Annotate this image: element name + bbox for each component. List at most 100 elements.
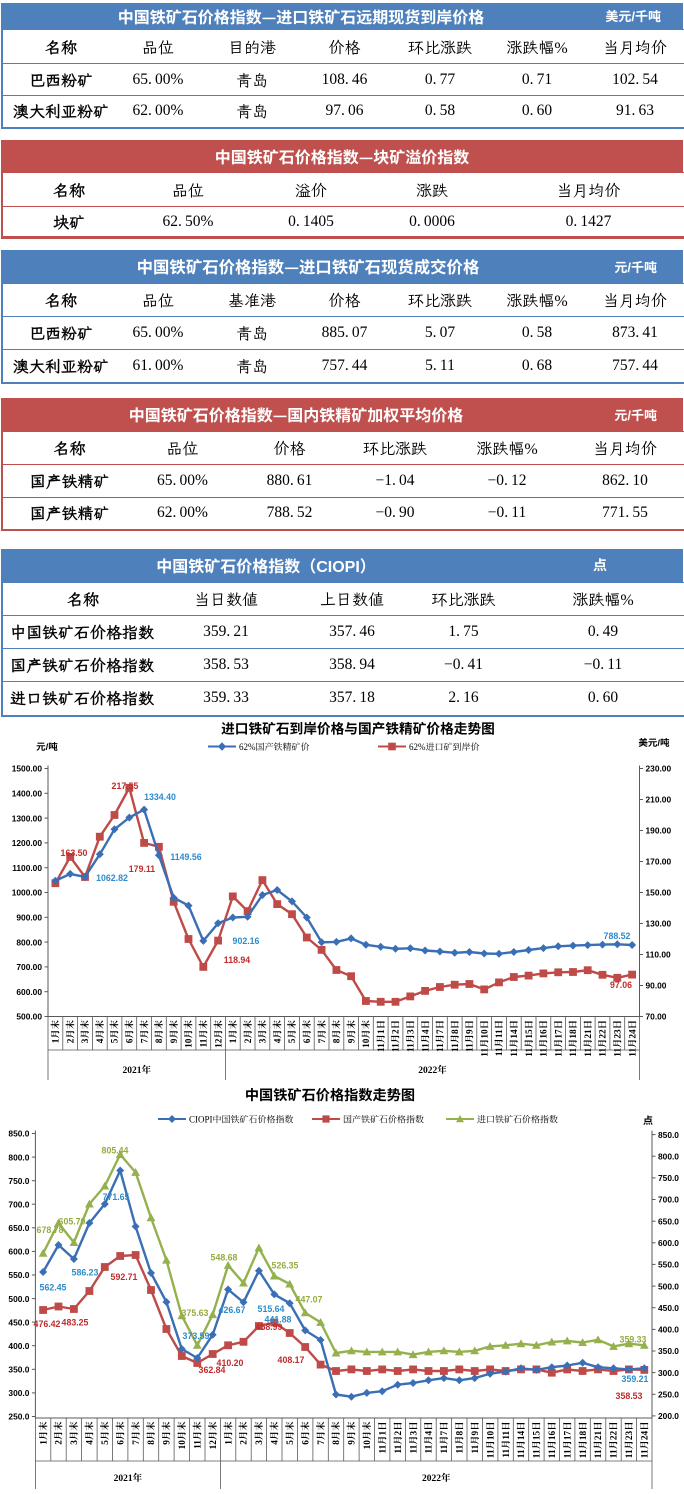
svg-text:9月末: 9月末: [159, 1421, 173, 1445]
svg-text:190.00: 190.00: [646, 826, 672, 836]
svg-text:7月末: 7月末: [128, 1421, 142, 1445]
svg-text:5月末: 5月末: [107, 1019, 121, 1043]
svg-text:250.0: 250.0: [658, 1390, 679, 1400]
svg-text:中国铁矿石价格指数走势图: 中国铁矿石价格指数走势图: [245, 1085, 415, 1105]
svg-text:11月8日: 11月8日: [447, 1020, 461, 1052]
svg-text:9月末: 9月末: [343, 1019, 357, 1043]
svg-text:4月末: 4月末: [269, 1019, 283, 1043]
svg-text:11月2日: 11月2日: [390, 1422, 404, 1454]
svg-text:1月末: 1月末: [35, 1421, 49, 1445]
svg-text:1200.00: 1200.00: [12, 838, 43, 848]
svg-text:902.16: 902.16: [233, 936, 260, 946]
svg-text:11月18日: 11月18日: [565, 1020, 579, 1057]
svg-text:483.25: 483.25: [62, 1318, 89, 1328]
svg-text:1月末: 1月末: [48, 1019, 62, 1043]
svg-text:进口铁矿石到岸价格与国产铁精矿价格走势图: 进口铁矿石到岸价格与国产铁精矿价格走势图: [221, 718, 495, 738]
svg-text:526.35: 526.35: [272, 1261, 299, 1271]
svg-text:850.0: 850.0: [658, 1130, 679, 1140]
svg-text:11月末: 11月末: [190, 1421, 204, 1449]
svg-text:350.0: 350.0: [8, 1365, 29, 1375]
svg-text:900.00: 900.00: [16, 913, 42, 923]
svg-text:450.0: 450.0: [8, 1317, 29, 1327]
svg-text:550.0: 550.0: [8, 1270, 29, 1280]
svg-text:11月11日: 11月11日: [498, 1422, 512, 1458]
svg-text:170.00: 170.00: [646, 857, 672, 867]
svg-text:800.00: 800.00: [16, 937, 42, 947]
svg-text:4月末: 4月末: [267, 1421, 281, 1445]
svg-text:1100.00: 1100.00: [12, 863, 42, 873]
svg-text:426.67: 426.67: [219, 1305, 246, 1315]
svg-text:11月14日: 11月14日: [513, 1422, 527, 1459]
svg-text:3月末: 3月末: [66, 1421, 80, 1445]
svg-text:359.33: 359.33: [620, 1335, 647, 1345]
svg-text:700.0: 700.0: [658, 1195, 679, 1205]
svg-text:2021年: 2021年: [114, 1470, 143, 1484]
svg-text:70.00: 70.00: [646, 1012, 667, 1022]
svg-text:8月末: 8月末: [143, 1421, 157, 1445]
svg-text:562.45: 562.45: [40, 1283, 67, 1293]
svg-text:11月17日: 11月17日: [559, 1422, 573, 1459]
svg-text:4月末: 4月末: [92, 1019, 106, 1043]
svg-text:600.0: 600.0: [8, 1247, 29, 1257]
svg-text:9月末: 9月末: [166, 1019, 180, 1043]
svg-text:10月末: 10月末: [181, 1019, 195, 1048]
svg-text:750.0: 750.0: [658, 1173, 679, 1183]
svg-text:11月16日: 11月16日: [544, 1422, 558, 1459]
svg-text:800.0: 800.0: [8, 1152, 29, 1162]
svg-text:650.0: 650.0: [658, 1216, 679, 1226]
svg-text:850.0: 850.0: [8, 1129, 29, 1139]
svg-text:678.78: 678.78: [37, 1225, 64, 1235]
svg-text:586.23: 586.23: [72, 1268, 99, 1278]
svg-text:点: 点: [643, 1112, 653, 1127]
svg-text:11月22日: 11月22日: [606, 1422, 620, 1459]
svg-text:771.65: 771.65: [103, 1192, 130, 1202]
svg-text:11月2日: 11月2日: [388, 1020, 402, 1052]
svg-text:130.00: 130.00: [646, 919, 672, 929]
svg-text:11月3日: 11月3日: [403, 1020, 417, 1052]
svg-text:11月23日: 11月23日: [610, 1020, 624, 1057]
svg-text:441.88: 441.88: [265, 1315, 292, 1325]
svg-text:8月末: 8月末: [328, 1421, 342, 1445]
svg-text:1400.00: 1400.00: [12, 789, 43, 799]
svg-text:10月末: 10月末: [358, 1019, 372, 1048]
svg-text:11月4日: 11月4日: [421, 1422, 435, 1454]
svg-text:400.0: 400.0: [8, 1341, 29, 1351]
svg-text:410.20: 410.20: [217, 1358, 244, 1368]
svg-text:8月末: 8月末: [151, 1019, 165, 1043]
svg-text:1000.00: 1000.00: [12, 888, 43, 898]
svg-text:6月末: 6月末: [297, 1421, 311, 1445]
svg-text:2022年: 2022年: [418, 1062, 447, 1076]
svg-text:1500.00: 1500.00: [12, 764, 43, 774]
svg-text:450.0: 450.0: [658, 1303, 679, 1313]
svg-text:1149.56: 1149.56: [170, 852, 201, 862]
svg-text:11月22日: 11月22日: [595, 1020, 609, 1057]
svg-text:62%进口矿到岸价: 62%进口矿到岸价: [409, 740, 480, 753]
svg-text:118.94: 118.94: [224, 955, 251, 965]
svg-text:300.0: 300.0: [8, 1388, 29, 1398]
svg-text:359.21: 359.21: [622, 1374, 649, 1384]
svg-text:9月末: 9月末: [344, 1421, 358, 1445]
svg-text:11月1日: 11月1日: [373, 1020, 387, 1052]
svg-text:358.53: 358.53: [616, 1391, 643, 1401]
svg-text:6月末: 6月末: [122, 1019, 136, 1043]
svg-text:805.44: 805.44: [102, 1146, 129, 1156]
svg-text:90.00: 90.00: [646, 981, 667, 991]
svg-text:550.0: 550.0: [658, 1260, 679, 1270]
svg-text:11月24日: 11月24日: [624, 1020, 638, 1057]
svg-text:10月末: 10月末: [174, 1421, 188, 1450]
svg-text:8月末: 8月末: [329, 1019, 343, 1043]
svg-text:250.0: 250.0: [8, 1412, 29, 1422]
svg-text:650.0: 650.0: [8, 1223, 29, 1233]
svg-text:7月末: 7月末: [313, 1421, 327, 1445]
svg-text:11月24日: 11月24日: [637, 1422, 651, 1459]
svg-text:515.64: 515.64: [258, 1304, 285, 1314]
svg-text:97.06: 97.06: [610, 980, 632, 990]
svg-text:6月末: 6月末: [112, 1421, 126, 1445]
svg-text:元/吨: 元/吨: [36, 739, 58, 753]
svg-text:11月15日: 11月15日: [529, 1422, 543, 1459]
svg-text:11月10日: 11月10日: [476, 1020, 490, 1057]
svg-text:163.50: 163.50: [61, 848, 88, 858]
svg-text:408.17: 408.17: [278, 1355, 305, 1365]
svg-text:2月末: 2月末: [236, 1421, 250, 1445]
svg-text:350.0: 350.0: [658, 1346, 679, 1356]
